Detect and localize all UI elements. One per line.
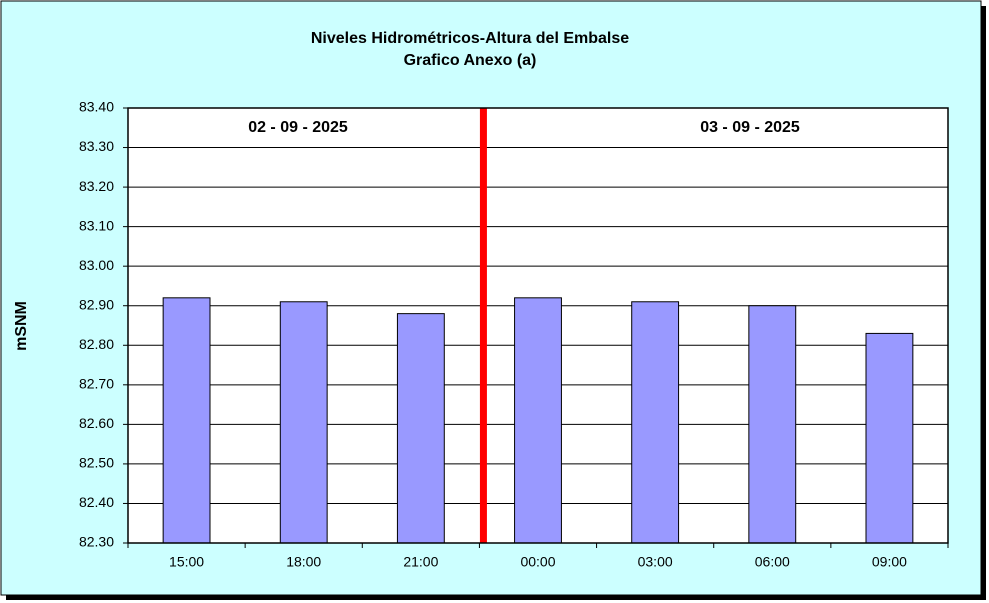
y-tick-label: 82.80 xyxy=(79,336,114,352)
x-tick-label: 21:00 xyxy=(403,554,438,570)
chart-subtitle: Grafico Anexo (a) xyxy=(404,52,537,69)
bar xyxy=(514,297,562,544)
y-tick-label: 83.30 xyxy=(79,138,114,154)
bar xyxy=(279,301,328,544)
y-tick-label: 83.20 xyxy=(79,178,114,194)
y-tick-label: 82.40 xyxy=(79,494,114,510)
plot-border xyxy=(127,107,949,544)
bar xyxy=(396,313,445,544)
y-tick-label: 83.10 xyxy=(79,217,114,233)
y-tick-label: 82.70 xyxy=(79,376,114,392)
bar xyxy=(631,301,680,544)
y-tick-label: 82.50 xyxy=(79,455,114,471)
y-axis-label: mSNM xyxy=(13,301,30,351)
y-tick-label: 83.40 xyxy=(79,99,114,115)
y-tick-label: 83.00 xyxy=(79,257,114,273)
x-tick-label: 00:00 xyxy=(520,554,555,570)
x-tick-label: 15:00 xyxy=(169,554,204,570)
bar xyxy=(865,332,914,544)
y-tick-label: 82.60 xyxy=(79,415,114,431)
x-tick-label: 18:00 xyxy=(286,554,321,570)
bar xyxy=(162,297,211,544)
x-tick-label: 09:00 xyxy=(872,554,907,570)
y-tick-label: 82.90 xyxy=(79,296,114,312)
x-tick-label: 06:00 xyxy=(755,554,790,570)
x-tick-label: 03:00 xyxy=(638,554,673,570)
bar xyxy=(748,305,797,544)
y-tick-label: 82.30 xyxy=(79,534,114,550)
annotation: 03 - 09 - 2025 xyxy=(700,119,800,136)
chart-title: Niveles Hidrométricos-Altura del Embalse xyxy=(311,30,629,47)
annotation: 02 - 09 - 2025 xyxy=(248,119,348,136)
